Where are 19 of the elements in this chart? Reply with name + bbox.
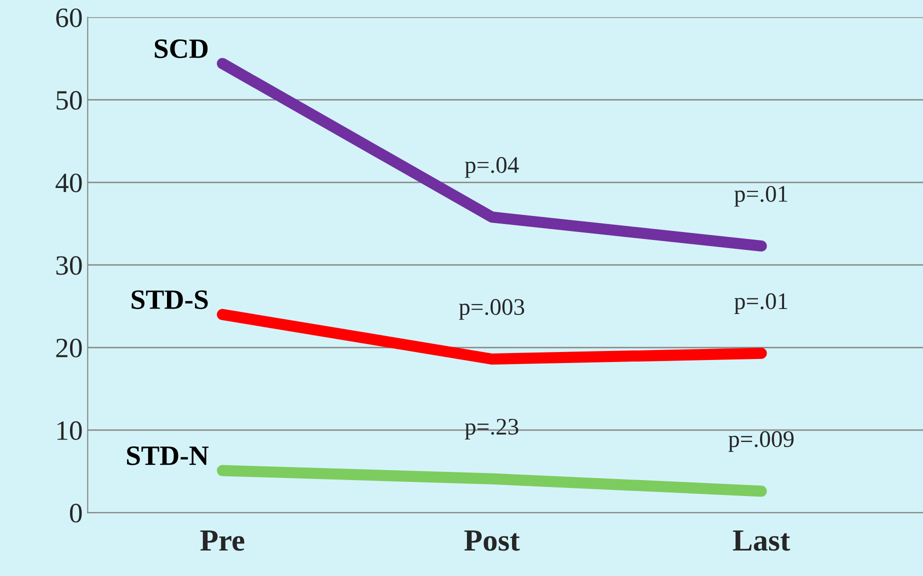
y-tick-label: 50: [56, 91, 82, 110]
series-label: SCD: [154, 39, 208, 58]
annotation: p=.009: [728, 431, 794, 452]
series-label: STD-S: [132, 290, 208, 310]
annotation: p=.23: [464, 418, 518, 440]
y-tick-label: 0: [70, 504, 82, 523]
x-tick-label: Last: [732, 530, 790, 551]
y-tick-label: 10: [57, 421, 82, 440]
x-tick-label: Post: [464, 530, 520, 551]
y-tick-label: 60: [56, 8, 82, 28]
x-tick-label: Pre: [200, 530, 244, 551]
y-tick-label: 40: [56, 174, 82, 192]
series-label: STD-N: [127, 446, 209, 466]
annotation: p=.04: [464, 157, 519, 178]
annotation: p=.01: [734, 186, 788, 207]
annotation: p=.003: [459, 299, 524, 320]
y-tick-label: 20: [56, 338, 82, 358]
annotation: p=.01: [734, 293, 788, 314]
y-tick-label: 30: [56, 256, 82, 275]
